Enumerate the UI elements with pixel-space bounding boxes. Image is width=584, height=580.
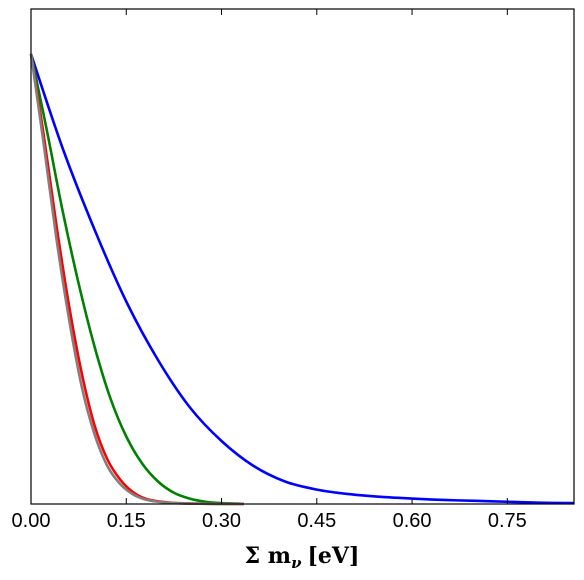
x-axis-label: Σ mν [eV]	[245, 543, 360, 572]
x-axis-label-unit: [eV]	[308, 543, 360, 569]
x-axis-label-main: Σ m	[245, 543, 292, 569]
tick-labels-layer: 0.00 0.15 0.30 0.45 0.60 0.75	[12, 510, 527, 532]
series-layer	[29, 53, 575, 506]
x-axis-label-subscript: ν	[291, 554, 302, 572]
x-tick-label: 0.15	[107, 510, 146, 532]
x-tick-label: 0.30	[202, 510, 241, 532]
x-tick-label: 0.00	[12, 510, 51, 532]
ticks-layer	[30, 9, 508, 504]
x-tick-label: 0.75	[488, 510, 527, 532]
series-line-1	[29, 53, 575, 505]
plot-frame	[30, 8, 575, 505]
series-line-4	[29, 53, 244, 506]
x-tick-label: 0.45	[297, 510, 336, 532]
x-tick-label: 0.60	[393, 510, 432, 532]
